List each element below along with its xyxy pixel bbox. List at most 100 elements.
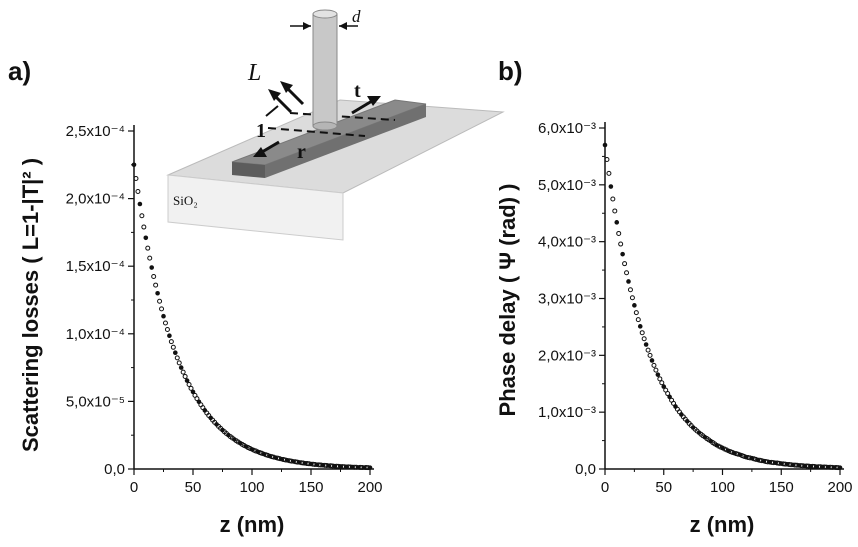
panel-b-data-point xyxy=(632,303,637,308)
panel-b-data-point-fill xyxy=(647,352,653,358)
panel-a-data-point-fill xyxy=(174,355,180,361)
panel-a-data-point-fill xyxy=(151,274,157,280)
panel-b-data-point-fill xyxy=(612,208,618,214)
panel-b-x-tick-label: 150 xyxy=(769,479,794,496)
panel-a-data-point xyxy=(161,313,166,319)
panel-a-data-point xyxy=(167,333,172,338)
panel-a-x-tick-label: 100 xyxy=(239,479,264,496)
panel-a-data-point-fill xyxy=(135,189,141,195)
inset-schematic: d L t r 1 SiO₂ xyxy=(166,7,505,241)
panel-a-y-tick-label: 5,0x10⁻⁵ xyxy=(66,393,125,410)
panel-b-y-tick-label: 3,0x10⁻³ xyxy=(538,291,596,308)
panel-b-data-point-fill xyxy=(624,270,630,276)
panel-b-data-point xyxy=(602,142,608,148)
panel-a-data-point-fill xyxy=(168,339,174,345)
panel-b-data-point-fill xyxy=(651,362,657,368)
panel-a-data-point xyxy=(208,415,213,421)
loss-arrow-3 xyxy=(265,105,279,117)
dashed-line-lower xyxy=(267,127,366,137)
waveguide-front-face xyxy=(232,162,265,178)
panel-a-data-point-fill xyxy=(153,282,159,288)
panel-a-data-point xyxy=(178,365,184,370)
panel-a-data-point-fill xyxy=(162,320,168,326)
panel-a-y-tick-label: 1,5x10⁻⁴ xyxy=(66,258,125,275)
panel-b-data-point-fill xyxy=(659,380,665,386)
label-substrate: SiO₂ xyxy=(173,193,198,208)
panel-b-data-point-fill xyxy=(645,347,651,353)
panel-b-data-point-fill xyxy=(618,241,624,247)
label-incident-1: 1 xyxy=(256,120,266,142)
loss-arrow-2 xyxy=(285,86,305,106)
d-arrowhead-left xyxy=(303,22,311,30)
panel-b-y-tick-label: 1,0x10⁻³ xyxy=(538,404,596,421)
panel-a-data-point xyxy=(173,350,178,356)
panel-b-data-point xyxy=(620,251,625,257)
transmission-arrow xyxy=(351,99,373,115)
panel-a-data-point-fill xyxy=(180,369,186,375)
loss-arrowhead-1 xyxy=(268,89,281,101)
panel-b-data-point xyxy=(679,412,684,417)
panel-a-x-axis-title: z (nm) xyxy=(220,512,285,537)
panel-a-data-point-fill xyxy=(170,344,176,350)
panel-a-y-axis-title: Scattering losses ( L=1-|T|² ) xyxy=(18,158,43,452)
panel-b-data-point-fill xyxy=(610,196,616,202)
waveguide-side-face xyxy=(265,104,426,178)
panel-b-data-point-fill xyxy=(606,170,612,176)
panel-a-data-point xyxy=(143,235,149,241)
probe-cylinder xyxy=(312,13,338,127)
panel-b-x-tick-label: 50 xyxy=(655,479,672,496)
transmission-arrowhead xyxy=(367,96,381,106)
panel-a-data-point-fill xyxy=(164,326,170,332)
panel-a-data-point xyxy=(155,290,160,296)
panel-b-data-point xyxy=(614,220,620,225)
panel-b-data-point-fill xyxy=(629,295,635,301)
panel-b-data-point xyxy=(655,372,661,377)
panel-a-data-point-fill xyxy=(141,224,147,230)
loss-arrow-1 xyxy=(273,94,293,114)
panel-b-y-tick-label: 4,0x10⁻³ xyxy=(538,234,596,251)
panel-a-y-tick-label: 2,0x10⁻⁴ xyxy=(66,191,125,208)
panel-a-data-point-fill xyxy=(145,245,151,251)
panel-a-y-tick-label: 2,5x10⁻⁴ xyxy=(66,123,125,140)
panel-a-data-point-fill xyxy=(157,298,163,304)
panel-b-data-point xyxy=(696,430,702,435)
loss-arrowhead-2 xyxy=(280,81,293,93)
panel-b-data-point xyxy=(608,184,614,189)
panel-a-x-tick-label: 50 xyxy=(185,479,202,496)
panel-b-x-axis-title: z (nm) xyxy=(690,512,755,537)
panel-a-y-tick-label: 0,0 xyxy=(104,461,125,478)
substrate-front-face xyxy=(167,174,344,241)
probe-cylinder-top xyxy=(312,9,338,19)
panel-b-data-point-fill xyxy=(622,261,628,267)
panel-a-x-tick-label: 150 xyxy=(298,479,323,496)
reflection-arrowhead xyxy=(253,147,267,157)
panel-b-data-point-fill xyxy=(639,330,645,336)
panel-b-data-point-fill xyxy=(627,287,633,293)
panel-a-data-point xyxy=(214,422,219,427)
panel-b-label: b) xyxy=(498,56,523,86)
panel-a-plot-area: 0,0 5,0x10⁻⁵ 1,0x10⁻⁴ 1,5x10⁻⁴ 2,0x10⁻⁴ 2,5x1… xyxy=(66,123,383,496)
panel-b-x-tick-label: 200 xyxy=(827,479,852,496)
label-d: d xyxy=(352,7,361,26)
panel-b-x-tick-label: 0 xyxy=(601,479,609,496)
panel-a-data-point xyxy=(367,465,373,470)
panel-b-data-point-fill xyxy=(657,376,663,382)
panel-a-data-point xyxy=(131,162,137,168)
panel-a-y-tick-label: 1,0x10⁻⁴ xyxy=(66,326,125,343)
panel-a-x-tick-label: 0 xyxy=(130,479,138,496)
panel-a-data-point-fill xyxy=(133,175,139,181)
label-t: t xyxy=(354,80,361,102)
probe-cylinder-bottom xyxy=(312,121,338,131)
panel-a-data-point-fill xyxy=(176,360,182,366)
panel-b-y-axis-title: Phase delay ( Ψ (rad) ) xyxy=(495,184,520,417)
panel-b-y-tick-label: 0,0 xyxy=(575,461,596,478)
panel-b-data-point-fill xyxy=(604,157,610,163)
panel-a-data-point-fill xyxy=(139,213,145,219)
panel-b-x-tick-label: 100 xyxy=(710,479,735,496)
panel-a-x-tick-label: 200 xyxy=(357,479,382,496)
label-r: r xyxy=(297,141,306,163)
panel-b-data-point xyxy=(626,279,631,284)
panel-a-data-point-fill xyxy=(188,385,194,391)
panel-b-data-point-fill xyxy=(641,336,647,342)
